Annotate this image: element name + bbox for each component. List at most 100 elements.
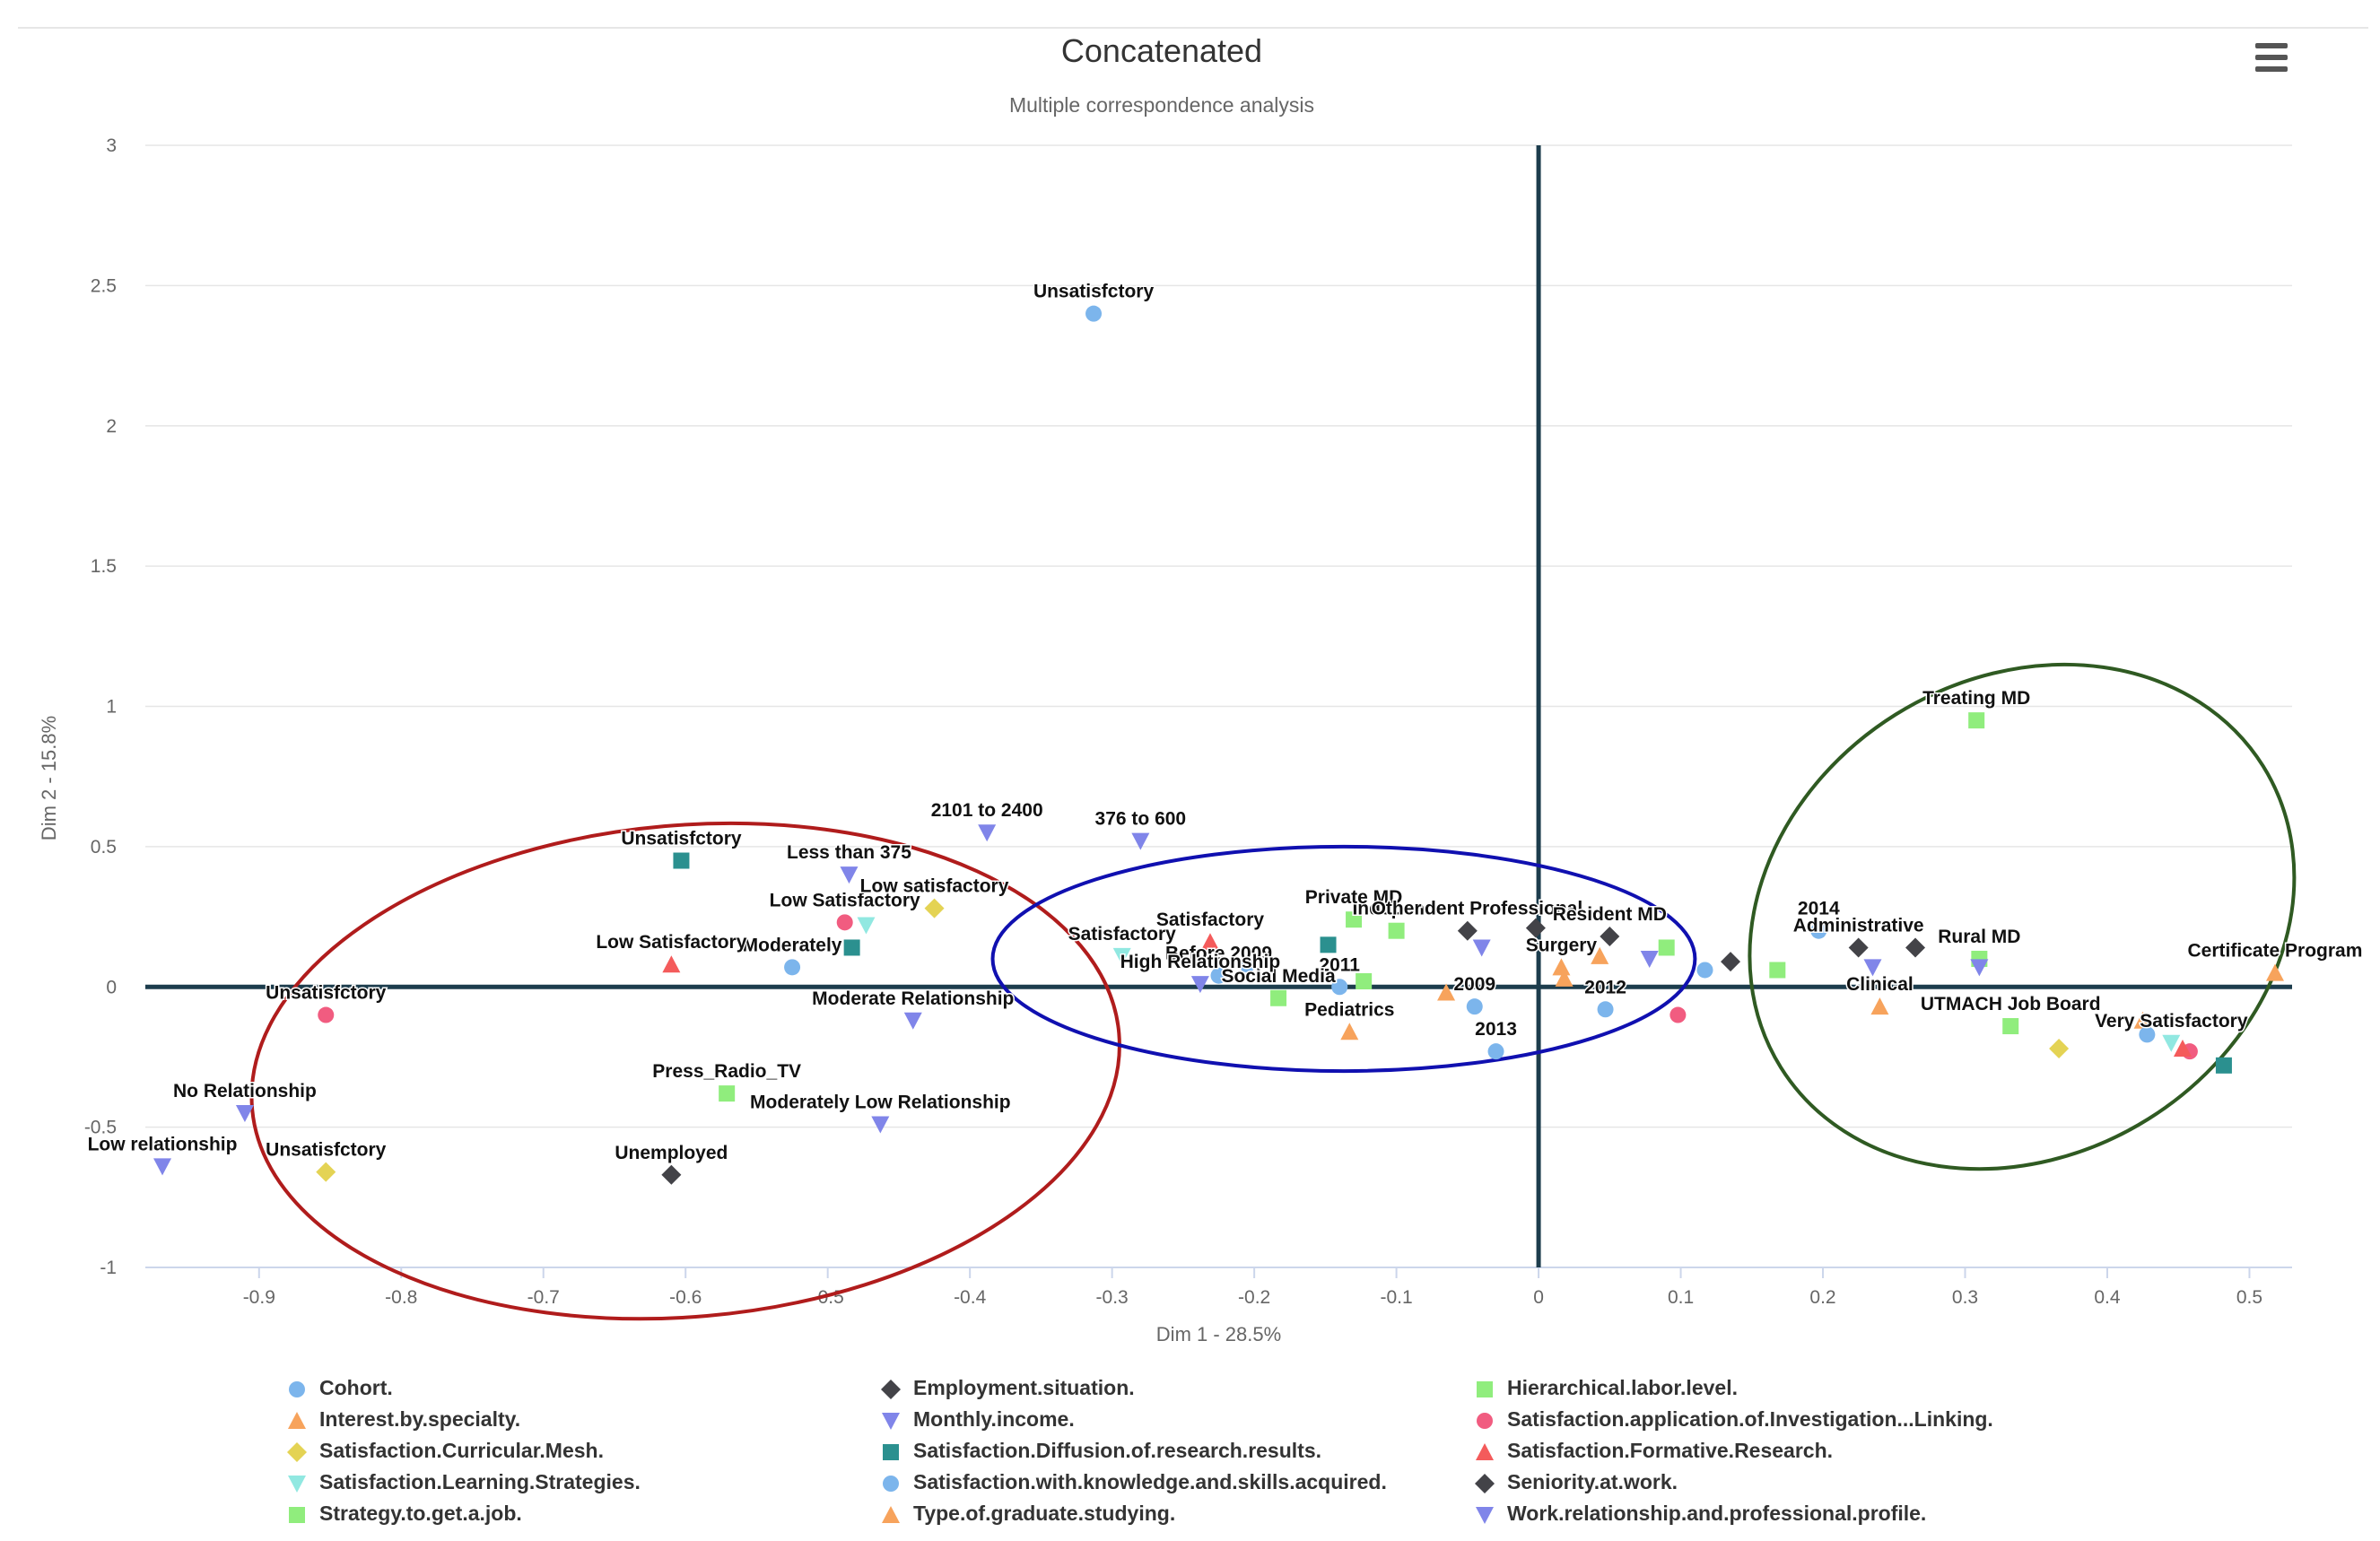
point-satisfaction-diffusion-of-research-results-1[interactable] [843, 939, 860, 956]
point-monthly-income-3[interactable] [1472, 939, 1491, 957]
point-work-relationship-and-professional-profile-2[interactable] [871, 1116, 890, 1134]
point-work-relationship-and-professional-profile-4[interactable] [1190, 976, 1209, 994]
legend-label: Satisfaction.Curricular.Mesh. [319, 1439, 604, 1462]
point-hierarchical-labor-level-1[interactable] [1346, 911, 1363, 928]
point-satisfaction-diffusion-of-research-results-3[interactable] [2215, 1057, 2232, 1074]
legend-item-monthly-income[interactable]: Monthly.income. [881, 1407, 1075, 1432]
point-work-relationship-and-professional-profile-3[interactable] [903, 1012, 922, 1030]
point-cohort-1[interactable] [1210, 967, 1227, 984]
point-label: Rural MD [1938, 927, 2020, 947]
point-interest-by-specialty-1[interactable] [1437, 983, 1456, 1001]
legend-marker[interactable] [883, 1475, 899, 1492]
legend-marker[interactable] [289, 1506, 305, 1523]
point-cohort-8[interactable] [1810, 922, 1827, 939]
legend-item-cohort[interactable]: Cohort. [287, 1376, 393, 1400]
point-employment-situation-2[interactable] [1600, 926, 1620, 946]
point-interest-by-specialty-2[interactable] [1552, 958, 1571, 976]
legend-marker[interactable] [883, 1443, 899, 1460]
legend-marker[interactable] [288, 1475, 306, 1493]
legend-item-hierarchical-labor-level[interactable]: Hierarchical.labor.level. [1475, 1376, 1738, 1400]
legend-marker[interactable] [1477, 1380, 1493, 1397]
point-work-relationship-and-professional-profile-1[interactable] [235, 1104, 254, 1122]
legend-item-employment-situation[interactable]: Employment.situation. [881, 1376, 1135, 1400]
point-satisfaction-curricular-mesh-1[interactable] [924, 898, 945, 919]
point-employment-situation-1[interactable] [1457, 920, 1478, 941]
point-employment-situation-4[interactable] [1848, 937, 1869, 958]
point-satisfaction-formative-research-2[interactable] [2173, 1040, 2192, 1058]
point-satisfaction-diffusion-of-research-results-2[interactable] [1320, 936, 1337, 953]
point-satisfaction-learning-strategies-0[interactable] [857, 917, 876, 935]
point-satisfaction-formative-research-0[interactable] [662, 955, 681, 973]
hamburger-menu-icon[interactable] [2252, 43, 2291, 79]
legend-marker[interactable] [289, 1380, 305, 1397]
point-interest-by-specialty-4[interactable] [1870, 997, 1889, 1015]
legend-item-satisfaction-curricular-mesh[interactable]: Satisfaction.Curricular.Mesh. [287, 1439, 604, 1463]
legend-item-satisfaction-formative-research[interactable]: Satisfaction.Formative.Research. [1475, 1439, 1833, 1463]
legend-marker[interactable] [882, 1412, 900, 1430]
point-hierarchical-labor-level-2[interactable] [1356, 972, 1373, 989]
point-interest-by-specialty-5[interactable] [2133, 1011, 2152, 1029]
point-cohort-0[interactable] [784, 959, 801, 976]
point-satisfaction-with-knowledge-and-skills-acquired-1[interactable] [2139, 1026, 2156, 1043]
point-type-of-graduate-studying-0[interactable] [1591, 946, 1609, 964]
point-employment-situation-5[interactable] [1905, 937, 1926, 958]
point-satisfaction-formative-research-1[interactable] [1200, 933, 1219, 951]
y-tick-label: 2 [106, 416, 117, 437]
point-hierarchical-labor-level-3[interactable] [1388, 922, 1405, 939]
point-monthly-income-5[interactable] [1863, 959, 1882, 977]
point-monthly-income-4[interactable] [1640, 950, 1659, 968]
point-employment-situation-3[interactable] [1721, 952, 1741, 972]
point-cohort-3[interactable] [1331, 979, 1348, 996]
point-monthly-income-2[interactable] [1131, 832, 1150, 850]
legend-item-seniority-at-work[interactable]: Seniority.at.work. [1475, 1470, 1678, 1494]
legend-item-satisfaction-learning-strategies[interactable]: Satisfaction.Learning.Strategies. [287, 1470, 641, 1494]
legend-item-work-relationship-and-professional-profile[interactable]: Work.relationship.and.professional.profi… [1475, 1502, 1926, 1526]
point-hierarchical-labor-level-0[interactable] [1270, 989, 1287, 1006]
point-label: High Relationship [1120, 952, 1281, 972]
point-satisfaction-application-of-investigation-linking-0[interactable] [318, 1006, 335, 1023]
point-monthly-income-1[interactable] [978, 824, 997, 842]
point-interest-by-specialty-3[interactable] [1555, 969, 1574, 987]
legend-marker[interactable] [1477, 1412, 1493, 1429]
legend-item-satisfaction-diffusion-of-research-results[interactable]: Satisfaction.Diffusion.of.research.resul… [881, 1439, 1321, 1463]
point-label: Press_Radio_TV [652, 1061, 801, 1082]
point-interest-by-specialty-0[interactable] [1340, 1023, 1359, 1040]
legend-marker[interactable] [1476, 1506, 1494, 1524]
legend-item-satisfaction-with-knowledge-and-skills-acquired[interactable]: Satisfaction.with.knowledge.and.skills.a… [881, 1470, 1387, 1494]
point-hierarchical-labor-level-6[interactable] [1968, 712, 1985, 729]
legend-item-satisfaction-application-of-investigation-linking[interactable]: Satisfaction.application.of.Investigatio… [1475, 1407, 1993, 1432]
point-interest-by-specialty-6[interactable] [2265, 963, 2284, 981]
point-satisfaction-learning-strategies-1[interactable] [1112, 947, 1131, 965]
point-satisfaction-application-of-investigation-linking-1[interactable] [836, 914, 853, 931]
point-hierarchical-labor-level-5[interactable] [1769, 962, 1786, 979]
point-cohort-2[interactable] [1239, 956, 1256, 973]
legend-item-type-of-graduate-studying[interactable]: Type.of.graduate.studying. [881, 1502, 1175, 1526]
point-strategy-to-get-a-job-0[interactable] [719, 1085, 736, 1102]
point-cohort-4[interactable] [1466, 998, 1483, 1015]
point-work-relationship-and-professional-profile-0[interactable] [153, 1158, 172, 1176]
point-satisfaction-curricular-mesh-0[interactable] [316, 1162, 336, 1182]
point-satisfaction-with-knowledge-and-skills-acquired-0[interactable] [1085, 305, 1103, 322]
point-satisfaction-diffusion-of-research-results-0[interactable] [673, 852, 690, 869]
legend-marker[interactable] [288, 1411, 306, 1429]
point-cohort-7[interactable] [1696, 962, 1713, 979]
point-employment-situation-0[interactable] [661, 1164, 682, 1185]
point-seniority-at-work-0[interactable] [1525, 918, 1546, 938]
point-cohort-6[interactable] [1597, 1001, 1614, 1018]
legend-item-interest-by-specialty[interactable]: Interest.by.specialty. [287, 1407, 520, 1432]
legend-item-strategy-to-get-a-job[interactable]: Strategy.to.get.a.job. [287, 1502, 522, 1526]
point-satisfaction-learning-strategies-2[interactable] [2162, 1034, 2181, 1052]
legend-marker[interactable] [1475, 1473, 1495, 1493]
legend-marker[interactable] [1476, 1442, 1494, 1460]
legend-marker[interactable] [287, 1441, 307, 1462]
point-satisfaction-curricular-mesh-2[interactable] [2049, 1039, 2070, 1059]
point-cohort-5[interactable] [1487, 1043, 1504, 1060]
point-work-relationship-and-professional-profile-5[interactable] [1970, 959, 1989, 977]
legend-marker[interactable] [882, 1505, 900, 1523]
point-hierarchical-labor-level-8[interactable] [2002, 1018, 2019, 1035]
point-hierarchical-labor-level-4[interactable] [1658, 939, 1675, 956]
legend-marker[interactable] [881, 1379, 901, 1399]
point-monthly-income-0[interactable] [840, 866, 859, 884]
point-satisfaction-application-of-investigation-linking-2[interactable] [1669, 1006, 1687, 1023]
x-tick-label: 0.4 [2094, 1287, 2121, 1308]
